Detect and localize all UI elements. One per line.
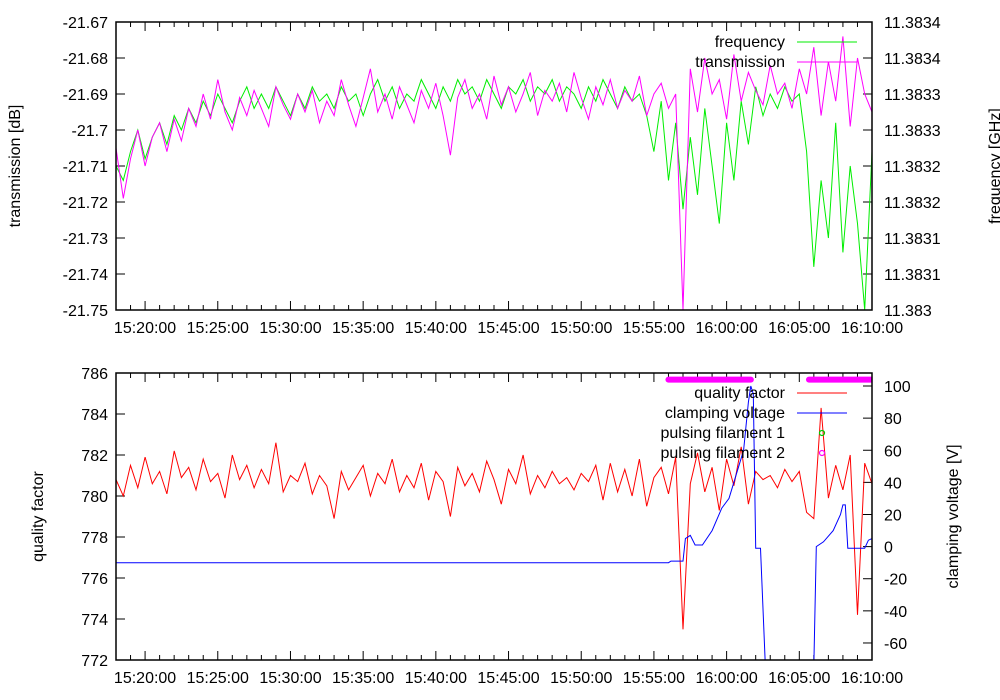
y-tick-label: 786	[81, 366, 108, 383]
x-tick-label: 16:05:00	[768, 670, 830, 687]
plot-frame	[115, 372, 873, 661]
y-tick-label: 780	[81, 489, 108, 506]
x-tick-label: 15:35:00	[332, 670, 394, 687]
legend-label-quality-factor: quality factor	[694, 385, 785, 402]
y-tick-label: 784	[81, 407, 108, 424]
y-tick-label: -21.73	[63, 231, 108, 248]
y2-tick-label: 11.3831	[884, 267, 941, 284]
y-tick-label: -21.75	[63, 303, 108, 320]
y2-tick-label: 11.3832	[884, 195, 941, 212]
y2-tick-label: 11.3831	[884, 231, 941, 248]
y-tick-label: -21.67	[63, 15, 108, 32]
legend-label-frequency: frequency	[715, 34, 785, 51]
x-tick-label: 15:20:00	[114, 670, 176, 687]
bottom-plot: 15:20:00 15:25:00 15:30:00 15:35:00 15:40:00…	[30, 366, 962, 687]
legend-label-clamping-voltage: clamping voltage	[665, 405, 785, 422]
y-tick-label: -21.72	[63, 195, 108, 212]
x-tick-label: 15:55:00	[623, 320, 685, 337]
top-plot: 15:20:00 15:25:00 15:30:00 15:35:00 15:40:00…	[7, 15, 1000, 337]
legend-label-transmission: transmission	[695, 54, 785, 71]
y2-axis-title: frequency [GHz]	[987, 108, 1000, 224]
y-axis-title: transmission [dB]	[7, 105, 24, 228]
x-tick-label: 15:20:00	[114, 320, 176, 337]
y-tick-label: -21.7	[72, 123, 109, 140]
legend: frequency transmission	[695, 34, 857, 71]
plot-frame	[115, 21, 873, 311]
y2-tick-label: -40	[884, 604, 907, 621]
x-tick-label: 16:00:00	[695, 320, 757, 337]
x-tick-label: 15:25:00	[187, 320, 249, 337]
x-tick-label: 15:45:00	[477, 670, 539, 687]
x-tick-label: 16:10:00	[841, 670, 903, 687]
y2-tick-label: 11.383	[884, 303, 932, 320]
y-axis-title: quality factor	[30, 470, 47, 561]
y2-tick-label: 80	[884, 411, 902, 428]
x-tick-label: 15:55:00	[623, 670, 685, 687]
clamping-voltage-line	[116, 385, 872, 660]
y-tick-label: -21.68	[63, 51, 108, 68]
y2-axis-title: clamping voltage [V]	[945, 444, 962, 588]
y2-tick-label: -20	[884, 572, 907, 589]
y2-tick-label: 11.3834	[884, 51, 941, 68]
x-tick-label: 15:50:00	[550, 320, 612, 337]
x-tick-label: 15:40:00	[405, 670, 467, 687]
y-tick-label: -21.71	[63, 159, 108, 176]
x-tick-label: 16:05:00	[768, 320, 830, 337]
y2-tick-label: 11.3833	[884, 123, 941, 140]
x-tick-label: 15:25:00	[187, 670, 249, 687]
y-tick-label: -21.74	[63, 267, 108, 284]
transmission-line	[116, 36, 872, 310]
x-tick-label: 15:30:00	[259, 320, 321, 337]
series-group	[116, 376, 872, 660]
x-tick-label: 16:10:00	[841, 320, 903, 337]
legend-label-pulsing-filament-1: pulsing filament 1	[660, 425, 785, 442]
x-tick-label: 15:30:00	[259, 670, 321, 687]
y2-tick-label: 11.3834	[884, 15, 941, 32]
quality-factor-line	[116, 407, 872, 630]
y2-tick-label: 11.3833	[884, 87, 941, 104]
x-tick-label: 15:35:00	[332, 320, 394, 337]
legend-label-pulsing-filament-2: pulsing filament 2	[660, 445, 785, 462]
legend-point-pulsing-filament-1	[818, 429, 826, 437]
y-tick-label: 776	[81, 571, 108, 588]
series-group	[116, 36, 872, 310]
x-tick-label: 15:40:00	[405, 320, 467, 337]
y2-tick-label: 11.3832	[884, 159, 941, 176]
y-tick-label: 782	[81, 448, 108, 465]
y-tick-label: -21.69	[63, 87, 108, 104]
x-tick-label: 16:00:00	[695, 670, 757, 687]
y2-tick-label: 20	[884, 507, 902, 524]
legend-point-pulsing-filament-2	[818, 449, 826, 457]
y2-tick-label: 40	[884, 475, 902, 492]
y2-tick-label: 100	[884, 379, 911, 396]
y-tick-label: 772	[81, 653, 108, 670]
frequency-line	[116, 78, 872, 310]
y2-tick-label: -60	[884, 636, 907, 653]
legend: quality factor clamping voltage pulsing fi…	[660, 385, 847, 462]
x-tick-label: 15:50:00	[550, 670, 612, 687]
x-tick-label: 15:45:00	[477, 320, 539, 337]
y2-tick-label: 0	[884, 540, 893, 557]
y-tick-label: 774	[81, 612, 108, 629]
y2-tick-label: 60	[884, 443, 902, 460]
y-tick-label: 778	[81, 530, 108, 547]
